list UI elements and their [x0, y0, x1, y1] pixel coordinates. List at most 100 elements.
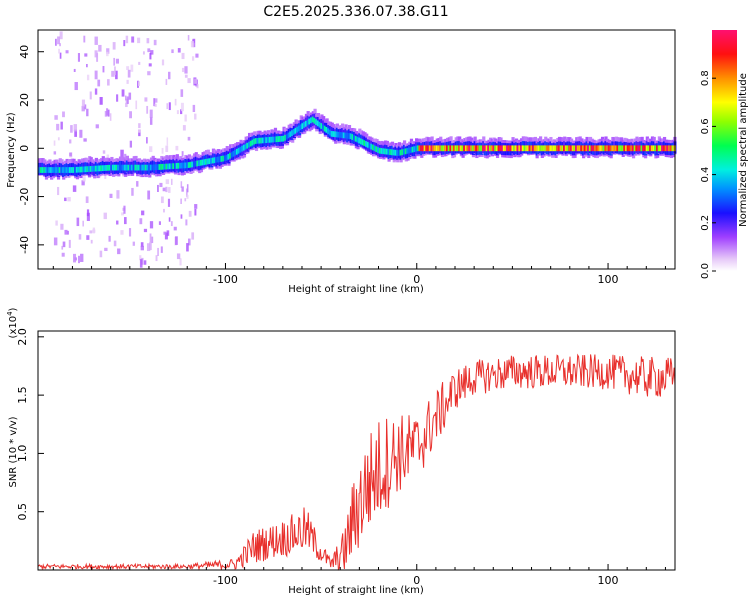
spectral-core-cell [482, 145, 485, 152]
spectral-core-cell [50, 167, 53, 173]
spectral-noise-cell [186, 243, 189, 252]
spectral-core-cell [187, 162, 191, 168]
spectral-noise-cell [116, 94, 119, 102]
colorbar-ticks [712, 77, 716, 272]
spectral-noise-cell [184, 198, 187, 202]
spectral-core-cell [456, 145, 459, 152]
spectral-noise-cell [131, 36, 135, 43]
spectral-core-cell [545, 145, 549, 152]
spectral-core-cell [451, 145, 454, 152]
spectral-core-cell [280, 135, 284, 142]
spectral-noise-cell [139, 218, 143, 225]
spectral-core-cell [144, 164, 148, 171]
spectral-core-cell [423, 145, 427, 152]
spectral-core-cell [313, 117, 317, 124]
spectral-noise-cell [80, 253, 84, 262]
snr-ytick-label: 0.5 [16, 503, 29, 520]
spectral-core-cell [470, 145, 473, 152]
spectral-core-cell [382, 148, 385, 155]
spectral-core-cell [354, 135, 358, 142]
spectral-core-cell [592, 145, 595, 152]
spectral-core-cell [599, 145, 602, 152]
spectral-core-cell [597, 145, 601, 152]
spectral-core-cell [564, 145, 568, 152]
spectral-noise-cell [164, 232, 168, 240]
spectral-core-cell [516, 145, 520, 152]
spectral-noise-cell [153, 98, 156, 107]
spectral-core-cell [184, 162, 187, 169]
spectral-noise-cell [126, 96, 129, 105]
spectral-core-cell [595, 145, 599, 152]
spectral-core-cell [191, 161, 194, 168]
spectral-core-cell [378, 147, 382, 154]
spectral-core-cell [384, 148, 387, 155]
spectral-core-cell [237, 147, 241, 154]
spectral-core-cell [201, 159, 205, 166]
spectral-noise-cell [125, 35, 129, 44]
spectral-noise-cell [124, 95, 127, 101]
spectral-noise-cell [181, 186, 184, 192]
spectral-core-cell [346, 132, 349, 139]
spectral-core-cell [192, 161, 196, 168]
spectral-core-cell [199, 159, 203, 166]
spectral-noise-cell [147, 190, 151, 200]
spectral-core-cell [143, 164, 146, 171]
spectral-noise-cell [138, 123, 141, 129]
spectral-core-cell [375, 146, 379, 153]
spectral-core-cell [404, 148, 408, 155]
spectral-noise-cell [61, 245, 64, 250]
spectral-core-cell [644, 145, 647, 152]
spectral-noise-cell [143, 228, 148, 233]
spectral-core-cell [129, 164, 132, 171]
spectral-noise-cell [149, 146, 153, 153]
spectral-noise-cell [170, 178, 173, 185]
spectral-noise-cell [64, 197, 67, 202]
spectral-core-cell [368, 142, 372, 149]
spectral-core-cell [113, 164, 117, 171]
spectral-noise-cell [109, 113, 112, 121]
spectral-core-cell [217, 156, 220, 163]
spectral-noise-cell [159, 182, 163, 188]
spectral-noise-cell [181, 52, 185, 60]
spectral-core-cell [495, 145, 499, 152]
spectral-core-cell [408, 147, 411, 154]
spectral-core-cell [370, 143, 373, 150]
spectral-noise-cell [146, 137, 148, 144]
spectral-core-cell [621, 145, 625, 152]
snr-exponent-label: (x104) [6, 307, 19, 338]
spectral-noise-cell [72, 185, 77, 192]
spectral-core-cell [526, 145, 530, 152]
snr-xlabel: Height of straight line (km) [288, 585, 424, 596]
spectral-noise-cell [56, 123, 60, 131]
spectral-noise-cell [106, 48, 110, 54]
spectral-noise-cell [196, 84, 199, 89]
spectral-noise-cell [163, 231, 167, 235]
spectral-core-cell [669, 145, 673, 152]
spectral-core-cell [580, 145, 583, 152]
snr-xtick-label: -100 [213, 574, 238, 587]
spectral-core-cell [101, 165, 105, 172]
spectral-noise-cell [65, 50, 69, 54]
spectral-noise-cell [113, 57, 115, 66]
spectral-core-cell [514, 145, 518, 152]
spectral-noise-cell [138, 132, 141, 137]
spectral-noise-cell [106, 108, 109, 116]
spectral-core-cell [389, 149, 392, 155]
spectral-core-cell [179, 162, 182, 169]
spectral-core-cell [265, 137, 268, 144]
spectral-noise-cell [117, 248, 121, 255]
spectral-core-cell [108, 164, 112, 171]
spectral-core-cell [251, 139, 255, 146]
spectral-core-cell [397, 150, 401, 156]
spectrogram-xtick-label: 100 [598, 273, 619, 286]
spectral-core-cell [626, 145, 630, 152]
spectral-noise-cell [144, 97, 148, 102]
spectral-core-cell [105, 165, 108, 171]
spectral-noise-cell [175, 236, 178, 245]
spectral-noise-cell [83, 138, 87, 142]
spectral-noise-cell [185, 219, 188, 226]
spectral-core-cell [623, 145, 626, 152]
spectral-noise-cell [115, 58, 119, 64]
spectral-core-cell [659, 145, 663, 152]
spectral-core-cell [117, 164, 120, 171]
